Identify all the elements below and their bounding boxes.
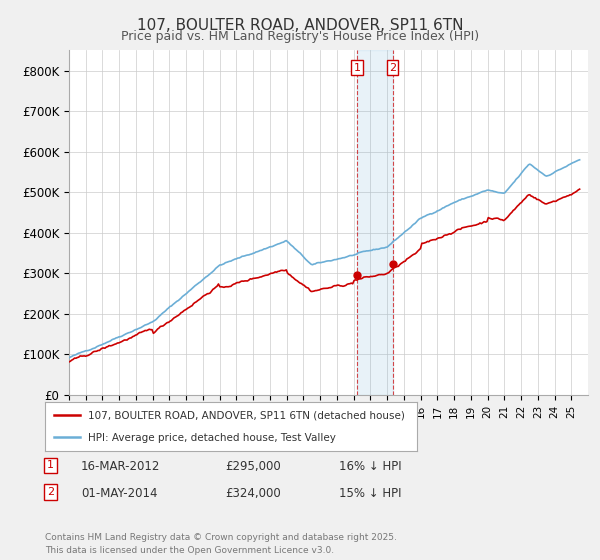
Text: 107, BOULTER ROAD, ANDOVER, SP11 6TN: 107, BOULTER ROAD, ANDOVER, SP11 6TN — [137, 18, 463, 33]
Text: £295,000: £295,000 — [225, 460, 281, 473]
Text: 2: 2 — [47, 487, 54, 497]
Text: 2: 2 — [389, 63, 396, 73]
Text: Price paid vs. HM Land Registry's House Price Index (HPI): Price paid vs. HM Land Registry's House … — [121, 30, 479, 43]
Text: HPI: Average price, detached house, Test Valley: HPI: Average price, detached house, Test… — [88, 433, 335, 443]
Text: 16% ↓ HPI: 16% ↓ HPI — [339, 460, 401, 473]
Text: Contains HM Land Registry data © Crown copyright and database right 2025.
This d: Contains HM Land Registry data © Crown c… — [45, 533, 397, 554]
Text: 16-MAR-2012: 16-MAR-2012 — [81, 460, 160, 473]
Text: 01-MAY-2014: 01-MAY-2014 — [81, 487, 157, 500]
Text: 1: 1 — [47, 460, 54, 470]
Text: 107, BOULTER ROAD, ANDOVER, SP11 6TN (detached house): 107, BOULTER ROAD, ANDOVER, SP11 6TN (de… — [88, 410, 404, 421]
Bar — [357, 50, 392, 395]
Text: £324,000: £324,000 — [225, 487, 281, 500]
Text: 1: 1 — [353, 63, 361, 73]
Text: 15% ↓ HPI: 15% ↓ HPI — [339, 487, 401, 500]
